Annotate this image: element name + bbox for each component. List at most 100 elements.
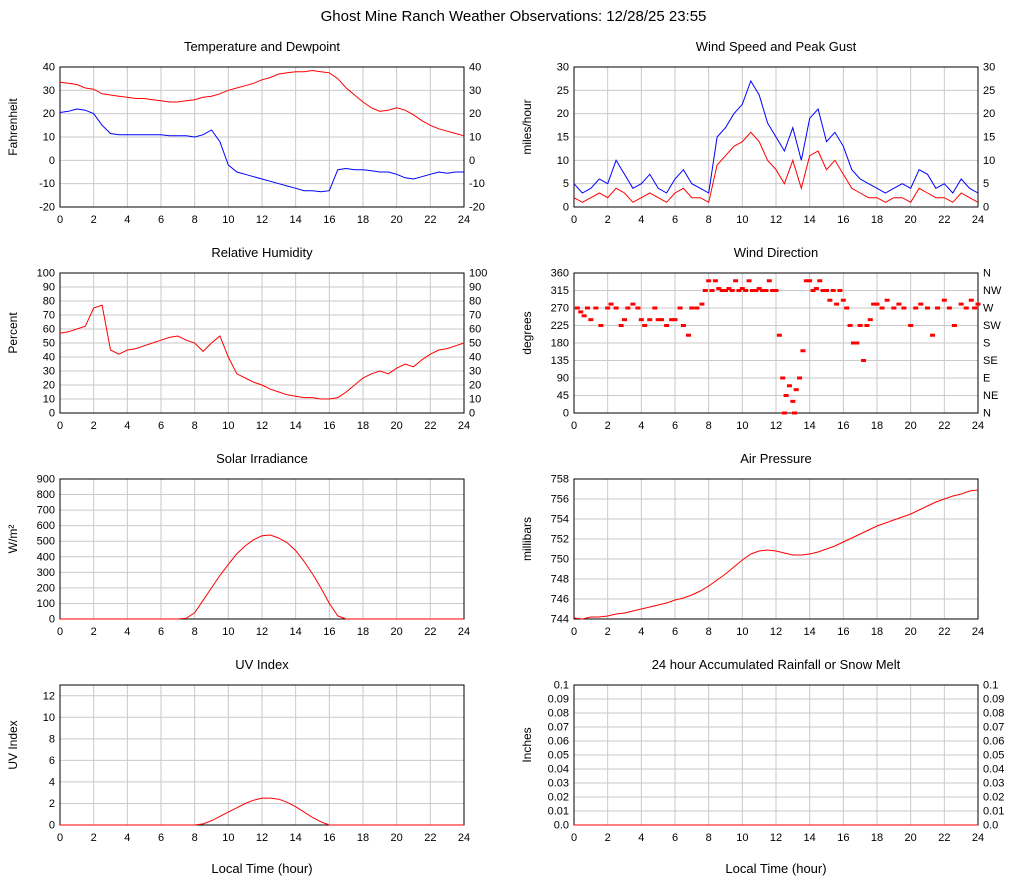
svg-text:40: 40 — [43, 352, 55, 364]
x-axis-label: Local Time (hour) — [211, 861, 313, 876]
svg-text:752: 752 — [551, 534, 569, 546]
svg-text:4: 4 — [124, 626, 130, 638]
svg-text:4: 4 — [124, 214, 130, 226]
svg-text:135: 135 — [551, 355, 569, 367]
svg-text:0.04: 0.04 — [983, 764, 1004, 776]
svg-text:14: 14 — [804, 626, 816, 638]
svg-text:18: 18 — [357, 626, 369, 638]
svg-text:2: 2 — [605, 420, 611, 432]
svg-text:10: 10 — [736, 626, 748, 638]
y-axis-label: degrees — [520, 311, 534, 355]
rainfall-plot: 0.0 0.0 0.01 0.01 0.02 0.02 0.03 0.03 0.04 0.04 0.… — [548, 680, 1005, 845]
svg-text:0.03: 0.03 — [983, 778, 1004, 790]
svg-text:2: 2 — [49, 798, 55, 810]
svg-text:12: 12 — [770, 832, 782, 844]
svg-text:754: 754 — [551, 514, 569, 526]
svg-text:24: 24 — [972, 420, 984, 432]
chart-title: 24 hour Accumulated Rainfall or Snow Mel… — [651, 657, 901, 672]
svg-text:20: 20 — [905, 626, 917, 638]
svg-text:0: 0 — [57, 626, 63, 638]
svg-text:10: 10 — [43, 712, 55, 724]
chart-rainfall: 24 hour Accumulated Rainfall or Snow Mel… — [516, 657, 1026, 881]
svg-text:900: 900 — [37, 474, 55, 486]
svg-text:20: 20 — [983, 108, 995, 120]
svg-text:18: 18 — [357, 420, 369, 432]
svg-text:18: 18 — [357, 214, 369, 226]
svg-text:16: 16 — [837, 832, 849, 844]
svg-text:5: 5 — [983, 178, 989, 190]
svg-text:14: 14 — [804, 420, 816, 432]
svg-text:NE: NE — [983, 390, 998, 402]
svg-text:30: 30 — [469, 366, 481, 378]
svg-text:12: 12 — [770, 420, 782, 432]
svg-text:N: N — [983, 408, 991, 420]
svg-text:W: W — [983, 303, 994, 315]
y-axis-label: Percent — [6, 312, 20, 354]
svg-text:6: 6 — [158, 832, 164, 844]
svg-text:0.09: 0.09 — [548, 694, 569, 706]
svg-text:20: 20 — [905, 214, 917, 226]
y-axis-label: UV Index — [6, 720, 20, 770]
svg-text:700: 700 — [37, 505, 55, 517]
svg-text:0: 0 — [49, 155, 55, 167]
svg-text:225: 225 — [551, 320, 569, 332]
svg-text:0.08: 0.08 — [983, 708, 1004, 720]
svg-text:0.01: 0.01 — [983, 806, 1004, 818]
svg-text:20: 20 — [469, 380, 481, 392]
charts-grid: Temperature and Dewpoint Fahrenheit -20 -… — [0, 39, 1027, 881]
svg-text:E: E — [983, 373, 990, 385]
svg-text:12: 12 — [770, 626, 782, 638]
svg-text:2: 2 — [605, 832, 611, 844]
svg-text:0.06: 0.06 — [548, 736, 569, 748]
svg-text:8: 8 — [706, 832, 712, 844]
svg-text:0: 0 — [469, 155, 475, 167]
svg-text:10: 10 — [469, 132, 481, 144]
svg-text:100: 100 — [469, 268, 487, 280]
svg-text:10: 10 — [43, 394, 55, 406]
svg-text:90: 90 — [469, 282, 481, 294]
svg-text:270: 270 — [551, 303, 569, 315]
svg-text:22: 22 — [424, 420, 436, 432]
svg-text:14: 14 — [290, 214, 302, 226]
svg-text:N: N — [983, 268, 991, 280]
svg-text:30: 30 — [983, 62, 995, 74]
svg-text:90: 90 — [557, 373, 569, 385]
svg-text:15: 15 — [557, 132, 569, 144]
svg-text:8: 8 — [706, 214, 712, 226]
svg-text:0: 0 — [57, 214, 63, 226]
svg-text:4: 4 — [638, 214, 644, 226]
svg-text:0.03: 0.03 — [548, 778, 569, 790]
svg-text:16: 16 — [323, 214, 335, 226]
y-axis-label: millibars — [520, 516, 534, 562]
y-axis-label: Inches — [520, 727, 534, 763]
svg-text:30: 30 — [43, 366, 55, 378]
svg-text:756: 756 — [551, 494, 569, 506]
svg-text:10: 10 — [43, 132, 55, 144]
svg-text:0.0: 0.0 — [554, 820, 569, 832]
svg-text:0: 0 — [571, 420, 577, 432]
svg-text:0: 0 — [49, 614, 55, 626]
svg-text:750: 750 — [551, 554, 569, 566]
svg-text:4: 4 — [638, 832, 644, 844]
svg-text:S: S — [983, 338, 990, 350]
svg-text:40: 40 — [469, 352, 481, 364]
y-axis-label: W/m² — [6, 524, 20, 554]
svg-text:10: 10 — [736, 214, 748, 226]
svg-text:24: 24 — [458, 626, 470, 638]
svg-text:6: 6 — [672, 626, 678, 638]
svg-text:2: 2 — [91, 626, 97, 638]
svg-text:6: 6 — [158, 420, 164, 432]
svg-text:0.09: 0.09 — [983, 694, 1004, 706]
svg-text:6: 6 — [49, 755, 55, 767]
svg-text:60: 60 — [469, 324, 481, 336]
svg-text:16: 16 — [837, 214, 849, 226]
svg-text:15: 15 — [983, 132, 995, 144]
svg-text:400: 400 — [37, 551, 55, 563]
chart-title: Air Pressure — [740, 451, 812, 466]
svg-text:0.07: 0.07 — [983, 722, 1004, 734]
chart-temperature-dewpoint: Temperature and Dewpoint Fahrenheit -20 -… — [2, 39, 512, 243]
svg-text:12: 12 — [770, 214, 782, 226]
svg-text:600: 600 — [37, 520, 55, 532]
